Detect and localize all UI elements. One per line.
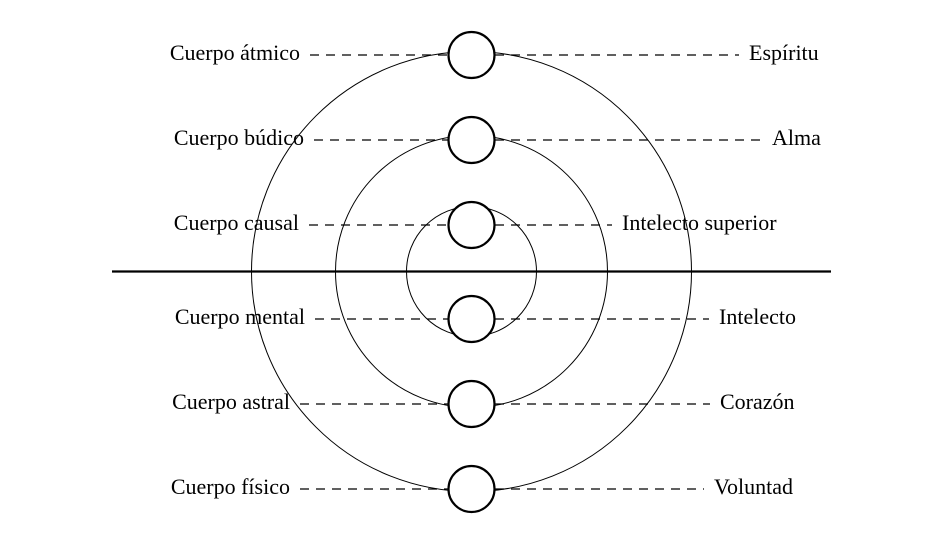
left-label-0: Cuerpo átmico (170, 40, 300, 65)
node-circle-4 (449, 381, 495, 427)
bodies-diagram: Cuerpo átmico Espíritu Cuerpo búdico Alma Cu… (0, 0, 943, 543)
right-label-5: Voluntad (714, 474, 793, 499)
node-circle-3 (449, 296, 495, 342)
node-circle-0 (449, 32, 495, 78)
left-label-1: Cuerpo búdico (174, 125, 304, 150)
right-label-4: Corazón (720, 389, 795, 414)
left-label-2: Cuerpo causal (174, 210, 299, 235)
right-label-1: Alma (772, 125, 821, 150)
node-circle-5 (449, 466, 495, 512)
left-label-4: Cuerpo astral (172, 389, 290, 414)
node-circle-2 (449, 202, 495, 248)
right-label-3: Intelecto (719, 304, 796, 329)
left-label-5: Cuerpo físico (171, 474, 290, 499)
node-circle-1 (449, 117, 495, 163)
right-label-2: Intelecto superior (622, 210, 777, 235)
right-label-0: Espíritu (749, 40, 819, 65)
left-label-3: Cuerpo mental (175, 304, 305, 329)
